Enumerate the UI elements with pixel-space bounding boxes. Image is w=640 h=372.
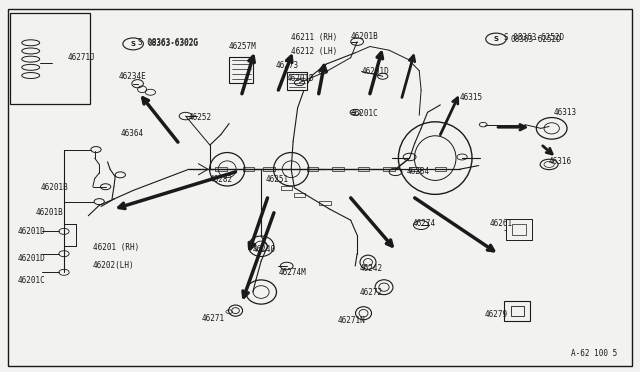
Circle shape <box>123 38 143 50</box>
Bar <box>243 167 254 171</box>
Bar <box>319 201 331 205</box>
Bar <box>294 193 305 197</box>
Text: 46201B: 46201B <box>40 183 68 192</box>
Circle shape <box>486 33 506 45</box>
Bar <box>263 167 275 171</box>
Bar <box>281 186 292 190</box>
Text: 46313: 46313 <box>554 108 577 117</box>
Text: 46315: 46315 <box>460 93 483 102</box>
Bar <box>409 167 420 171</box>
Text: 46201D: 46201D <box>287 74 314 83</box>
Text: 46284: 46284 <box>406 167 429 176</box>
Text: 46242: 46242 <box>360 264 383 273</box>
Bar <box>10 13 90 104</box>
Text: 46252: 46252 <box>189 113 212 122</box>
Bar <box>307 167 318 171</box>
Bar <box>511 306 524 316</box>
Text: S 08363-6252D: S 08363-6252D <box>504 33 564 42</box>
Text: 46201C: 46201C <box>351 109 378 118</box>
Bar <box>383 167 395 171</box>
Text: 46234E: 46234E <box>118 72 146 81</box>
Text: 46274: 46274 <box>413 219 436 228</box>
Text: 46201D: 46201D <box>18 227 45 236</box>
Text: 46316: 46316 <box>549 157 572 166</box>
Bar <box>287 72 307 90</box>
Bar <box>506 219 532 240</box>
Text: 46201D: 46201D <box>362 67 389 76</box>
Text: 46201B: 46201B <box>351 32 378 41</box>
Text: 46211 (RH): 46211 (RH) <box>291 33 337 42</box>
Text: 46251: 46251 <box>266 175 289 184</box>
Text: S 08363-6302G: S 08363-6302G <box>138 38 198 47</box>
Text: 46202(LH): 46202(LH) <box>93 262 134 270</box>
Bar <box>435 167 446 171</box>
Text: 46201C: 46201C <box>18 276 45 285</box>
Text: 46279: 46279 <box>485 310 508 319</box>
Text: 46271J: 46271J <box>67 53 95 62</box>
Bar <box>229 57 253 83</box>
Bar <box>332 167 344 171</box>
Text: 46201D: 46201D <box>18 254 45 263</box>
Text: 46240: 46240 <box>253 245 276 254</box>
Text: 46271N: 46271N <box>338 316 365 325</box>
Text: 46261: 46261 <box>490 219 513 228</box>
Text: 46212 (LH): 46212 (LH) <box>291 47 337 56</box>
Text: 46273: 46273 <box>275 61 298 70</box>
Text: 46274M: 46274M <box>278 268 306 277</box>
Bar <box>512 224 526 235</box>
Text: 46201B: 46201B <box>35 208 63 217</box>
Text: 46201 (RH): 46201 (RH) <box>93 243 139 252</box>
Text: 46272: 46272 <box>360 288 383 296</box>
Bar <box>358 167 369 171</box>
Bar <box>504 301 530 321</box>
Text: 08363-6252D: 08363-6252D <box>510 35 561 44</box>
Text: A-62 100 5: A-62 100 5 <box>572 349 618 358</box>
Text: 46257M: 46257M <box>229 42 257 51</box>
Text: 08363-6302G: 08363-6302G <box>147 39 198 48</box>
Text: 46364: 46364 <box>120 129 143 138</box>
Text: S: S <box>493 36 499 42</box>
Bar <box>215 167 227 171</box>
Text: S: S <box>131 41 136 47</box>
Text: 46282: 46282 <box>210 175 233 184</box>
Text: 46271: 46271 <box>202 314 225 323</box>
